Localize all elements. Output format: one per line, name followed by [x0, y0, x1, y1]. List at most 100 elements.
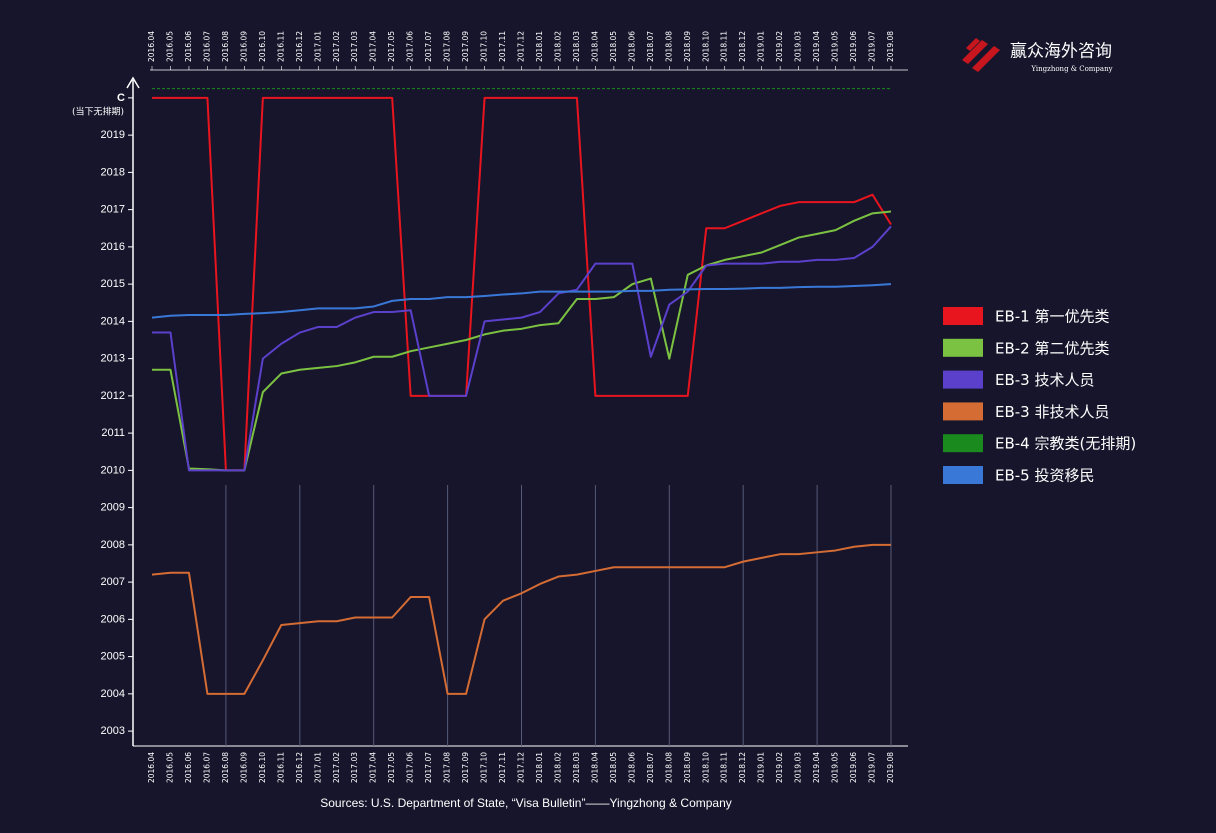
y-tick-label: 2006 [101, 613, 125, 625]
x-tick-label: 2017.10 [480, 752, 489, 783]
source: Sources: U.S. Department of State, “Visa… [320, 796, 732, 810]
x-tick-label: 2016.08 [221, 752, 230, 783]
x-tick-label-top: 2018.08 [664, 31, 673, 62]
x-tick-label-top: 2018.06 [627, 31, 636, 62]
x-tick-label: 2018.02 [553, 752, 562, 783]
x-tick-label-top: 2019.02 [775, 31, 784, 62]
series-line [151, 543, 891, 695]
x-tick-label-top: 2017.01 [313, 31, 322, 62]
x-tick-label: 2016.07 [202, 752, 211, 783]
x-tick-label-top: 2016.07 [202, 31, 211, 62]
x-tick-label-top: 2017.12 [517, 31, 526, 62]
x-tick-label-top: 2018.12 [738, 31, 747, 62]
series-line [152, 225, 892, 472]
legend-swatch [943, 307, 983, 325]
x-tick-label: 2017.03 [350, 752, 359, 783]
annotation: (当下无排期) [72, 106, 124, 118]
y-tick-label: 2019 [101, 129, 125, 141]
x-tick-label: 2018.04 [590, 752, 599, 783]
legend-swatch [943, 466, 983, 484]
series-line [152, 210, 892, 472]
series-line [151, 283, 892, 319]
x-tick-label-top: 2016.12 [295, 31, 304, 62]
x-tick-label-top: 2019.04 [812, 31, 821, 62]
x-tick-label: 2016.10 [258, 752, 267, 783]
y-tick-label: 2014 [101, 315, 125, 327]
x-tick-label-top: 2017.05 [387, 31, 396, 62]
x-tick-label: 2018.06 [627, 752, 636, 783]
y-tick-label: 2013 [101, 353, 125, 365]
x-tick-label-top: 2018.09 [683, 31, 692, 62]
legend-label: EB-3 技术人员 [995, 371, 1095, 389]
x-tick-label-top: 2018.02 [553, 31, 562, 62]
legend-swatch [943, 402, 983, 421]
x-tick-label: 2017.05 [387, 752, 396, 783]
y-tick-label: 2010 [101, 464, 125, 476]
x-tick-label: 2019.04 [812, 752, 821, 783]
x-tick-label-top: 2019.05 [831, 31, 840, 62]
x-tick-label: 2016.06 [184, 752, 193, 783]
x-tick-label-top: 2018.01 [535, 31, 544, 62]
y-tick-label: 2012 [101, 390, 125, 402]
x-tick-label-top: 2016.10 [258, 31, 267, 62]
x-tick-label-top: 2017.10 [480, 31, 489, 62]
x-tick-label-top: 2016.08 [221, 31, 230, 62]
x-tick-label-top: 2017.04 [369, 31, 378, 62]
x-tick-label-top: 2019.07 [868, 31, 877, 62]
x-tick-label: 2019.02 [775, 752, 784, 783]
y-tick-label: 2009 [101, 502, 125, 514]
x-tick-label: 2017.12 [517, 752, 526, 783]
x-tick-label-top: 2017.07 [424, 31, 433, 62]
y-tick-label: 2003 [101, 725, 125, 737]
logo-icon [962, 38, 1000, 72]
x-tick-label: 2018.01 [535, 752, 544, 783]
x-tick-label-top: 2019.08 [886, 31, 895, 62]
x-tick-label-top: 2018.03 [572, 31, 581, 62]
x-tick-label: 2017.06 [406, 752, 415, 783]
x-tick-label: 2017.01 [313, 752, 322, 783]
x-tick-label-top: 2018.04 [590, 31, 599, 62]
legend-label: EB-5 投资移民 [995, 467, 1095, 485]
x-tick-label: 2016.09 [239, 752, 248, 783]
x-tick-label: 2019.08 [886, 752, 895, 783]
x-tick-label-top: 2016.06 [184, 31, 193, 62]
legend-label: EB-2 第二优先类 [995, 339, 1110, 357]
legend-swatch [943, 338, 983, 357]
y-tick-label: C [117, 92, 125, 104]
legend-label: EB-3 非技术人员 [995, 403, 1110, 421]
x-tick-label: 2017.09 [461, 752, 470, 783]
x-tick-label-top: 2017.06 [406, 31, 415, 62]
x-tick-label-top: 2017.09 [461, 31, 470, 62]
legend-swatch [943, 370, 983, 389]
x-tick-label: 2017.07 [424, 752, 433, 783]
y-tick-label: 2011 [101, 427, 125, 439]
x-tick-label: 2016.04 [147, 752, 156, 783]
x-tick-label: 2018.07 [646, 752, 655, 783]
y-axis-arrow [126, 76, 140, 89]
x-tick-label: 2017.02 [332, 752, 341, 783]
x-tick-label: 2018.03 [572, 752, 581, 783]
y-tick-label: 2016 [101, 241, 125, 253]
y-tick-label: 2017 [101, 204, 125, 216]
x-tick-label: 2017.04 [369, 752, 378, 783]
x-tick-label: 2018.10 [701, 752, 710, 783]
y-tick-label: 2007 [101, 576, 125, 588]
x-tick-label-top: 2016.04 [147, 31, 156, 62]
x-tick-label-top: 2019.06 [849, 31, 858, 62]
x-tick-label-top: 2017.08 [443, 31, 452, 62]
y-tick-label: 2005 [101, 651, 125, 663]
x-tick-label: 2019.03 [794, 752, 803, 783]
x-tick-label: 2019.01 [757, 752, 766, 783]
x-tick-label: 2016.12 [295, 752, 304, 783]
x-tick-label-top: 2017.03 [350, 31, 359, 62]
x-tick-label-top: 2019.03 [794, 31, 803, 62]
x-tick-label: 2018.12 [738, 752, 747, 783]
y-tick-label: 2015 [101, 278, 125, 290]
x-tick-label: 2019.05 [831, 752, 840, 783]
x-tick-label-top: 2018.10 [701, 31, 710, 62]
x-tick-label: 2018.09 [683, 752, 692, 783]
legend-label: EB-1 第一优先类 [995, 308, 1110, 326]
x-tick-label: 2016.11 [276, 752, 285, 783]
logo-sub: Yingzhong & Company [1030, 65, 1112, 73]
x-tick-label-top: 2018.07 [646, 31, 655, 62]
